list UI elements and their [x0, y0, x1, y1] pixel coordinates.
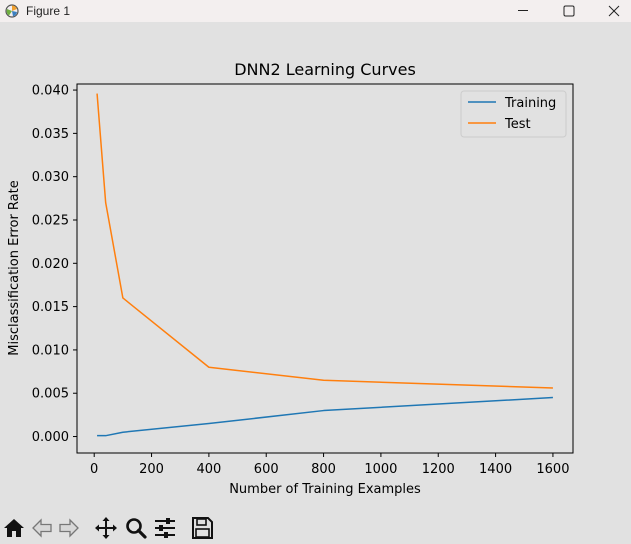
forward-arrow-icon: [59, 518, 79, 538]
close-button[interactable]: [591, 0, 631, 22]
y-tick-label: 0.030: [32, 170, 69, 185]
y-tick-label: 0.000: [32, 430, 69, 445]
series-line-training: [97, 396, 553, 437]
y-tick-label: 0.020: [32, 257, 69, 272]
maximize-icon: [563, 5, 575, 17]
legend-label-test: Test: [504, 117, 531, 132]
minimize-button[interactable]: [500, 0, 546, 22]
y-tick-label: 0.015: [32, 300, 69, 315]
y-tick-label: 0.025: [32, 213, 69, 228]
x-tick-label: 0: [90, 462, 98, 477]
save-icon: [192, 517, 213, 539]
x-tick-label: 400: [196, 462, 221, 477]
x-tick-label: 1600: [536, 462, 569, 477]
back-arrow-icon: [32, 518, 52, 538]
maximize-button[interactable]: [546, 0, 592, 22]
home-icon: [4, 519, 24, 537]
x-tick-label: 1400: [479, 462, 512, 477]
pan-icon: [95, 517, 117, 539]
x-tick-label: 1200: [422, 462, 455, 477]
minimize-icon: [518, 10, 528, 11]
configure-subplots-button[interactable]: [152, 515, 178, 541]
series-line-test: [96, 93, 553, 389]
save-button[interactable]: [189, 515, 215, 541]
pan-button[interactable]: [93, 515, 119, 541]
legend: Training Test: [460, 90, 567, 138]
y-tick-label: 0.040: [32, 84, 69, 99]
y-tick-label: 0.005: [32, 387, 69, 402]
chart-title: DNN2 Learning Curves: [234, 60, 416, 79]
x-tick-label: 800: [311, 462, 336, 477]
x-tick-label: 1000: [364, 462, 397, 477]
x-axis-ticks: 0 200 400 600 800 1000 1200 1400 1600: [90, 453, 569, 477]
home-button[interactable]: [1, 515, 27, 541]
y-axis-ticks: 0.000 0.005 0.010 0.015 0.020 0.025 0.030 0.035…: [32, 84, 77, 445]
zoom-button[interactable]: [123, 515, 149, 541]
x-tick-label: 600: [254, 462, 279, 477]
forward-button[interactable]: [56, 515, 82, 541]
y-tick-label: 0.035: [32, 127, 69, 142]
x-tick-label: 200: [139, 462, 164, 477]
back-button[interactable]: [29, 515, 55, 541]
close-icon: [608, 5, 620, 17]
figure-canvas[interactable]: 0 200 400 600 800 1000 1200 1400 1600 0.000 0.005…: [0, 22, 631, 512]
matplotlib-logo-icon: [4, 3, 20, 19]
y-axis-label: Misclassification Error Rate: [7, 180, 22, 355]
x-axis-label: Number of Training Examples: [229, 482, 421, 497]
window-title: Figure 1: [26, 4, 71, 18]
series-lines: [96, 93, 553, 437]
axes-frame: [76, 83, 574, 454]
legend-label-training: Training: [504, 96, 556, 111]
window-titlebar: Figure 1: [0, 0, 631, 22]
y-tick-label: 0.010: [32, 343, 69, 358]
configure-subplots-icon: [155, 518, 175, 538]
navigation-toolbar: [0, 512, 631, 544]
zoom-icon: [126, 518, 147, 539]
